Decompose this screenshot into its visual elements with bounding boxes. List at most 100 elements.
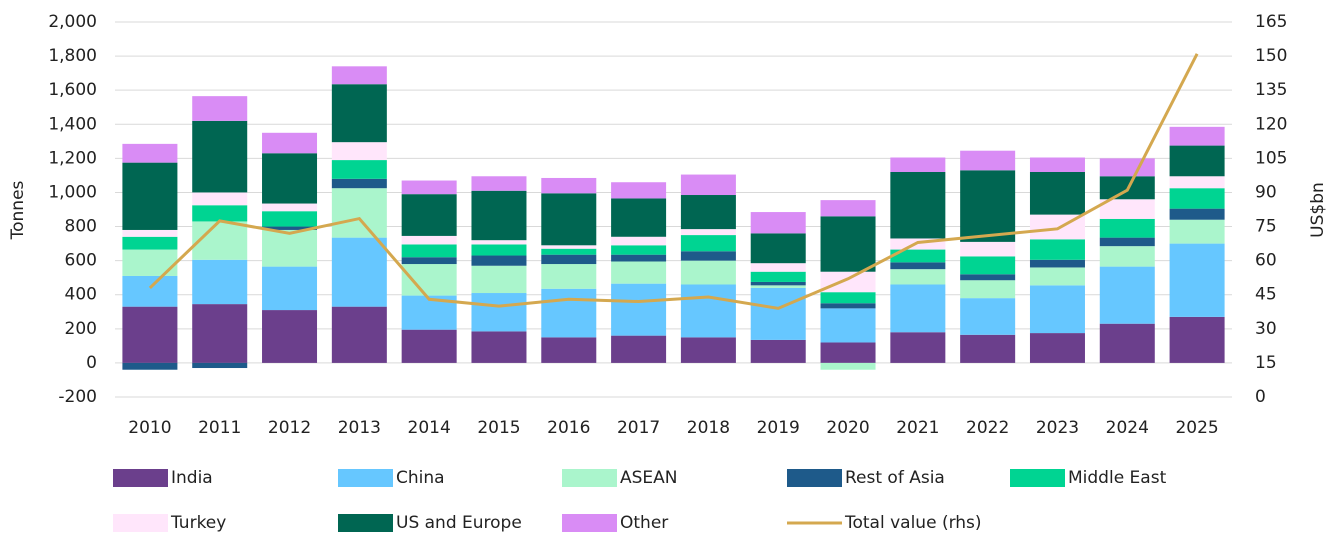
bar-segment (680, 229, 736, 236)
legend-swatch (113, 469, 168, 487)
bar-segment (1029, 157, 1085, 172)
bar-segment (680, 337, 736, 363)
bar-segment (1169, 208, 1225, 220)
bar-segment (471, 190, 527, 241)
legend-swatch (113, 514, 168, 532)
bar-segment (820, 362, 876, 370)
bar-segment (401, 235, 457, 245)
bar-segment (541, 177, 597, 194)
bar-segment (750, 263, 806, 272)
bar-segment (680, 260, 736, 285)
bar-segment (750, 339, 806, 363)
x-tick-label: 2011 (198, 418, 241, 438)
bar-segment (471, 255, 527, 266)
legend-label: Middle East (1068, 468, 1167, 488)
bar-segment (471, 293, 527, 332)
bar-segment (820, 308, 876, 343)
bar-segment (471, 265, 527, 294)
bar-segment (890, 249, 946, 263)
bar-segment (401, 180, 457, 195)
bar-segment (262, 310, 318, 363)
bar-segment (331, 84, 387, 143)
y-tick-label: 1,400 (48, 114, 97, 134)
bar-segment (680, 235, 736, 252)
bar-segment (262, 229, 318, 267)
bar-segment (611, 283, 667, 336)
y-axis-label: Tonnes (8, 180, 28, 240)
bar-segment (960, 170, 1016, 242)
bar-segment (960, 241, 1016, 257)
bar-segment (960, 256, 1016, 275)
x-tick-label: 2017 (617, 418, 660, 438)
bar-segment (541, 245, 597, 249)
line-series (148, 53, 1199, 310)
y2-axis-label: US$bn (1308, 182, 1328, 238)
bar-segment (820, 342, 876, 363)
legend-swatch (787, 469, 842, 487)
bar-segment (122, 362, 178, 370)
bar-segment (960, 298, 1016, 335)
bar-segment (820, 200, 876, 217)
bar-segment (192, 362, 248, 369)
y-tick-label: 400 (65, 285, 97, 305)
bar-segment (611, 198, 667, 237)
bar-segment (262, 211, 318, 227)
legend-swatch (562, 469, 617, 487)
bar-segment (820, 216, 876, 272)
bar-segment (611, 261, 667, 284)
legend-label: India (171, 468, 213, 488)
bar-segment (890, 157, 946, 172)
y2-tick-label: 0 (1255, 387, 1266, 407)
bar-segment (820, 271, 876, 293)
y-tick-label: 1,600 (48, 80, 97, 100)
bar-segment (750, 287, 806, 340)
bar-segment (331, 178, 387, 189)
y2-tick-label: 75 (1255, 217, 1277, 237)
bar-segment (611, 335, 667, 363)
x-tick-label: 2016 (547, 418, 590, 438)
x-tick-label: 2025 (1175, 418, 1218, 438)
bar-segment (960, 274, 1016, 281)
bar-segment (541, 254, 597, 265)
bar-segment (401, 194, 457, 236)
bar-segment (1099, 218, 1155, 238)
bar-segment (541, 193, 597, 246)
bar-segment (890, 332, 946, 363)
bar-segment (1029, 267, 1085, 286)
legend-swatch (338, 514, 393, 532)
bar-segment (1029, 259, 1085, 268)
bar-segment (541, 288, 597, 338)
y-tick-label: 1,800 (48, 46, 97, 66)
legend-swatch (562, 514, 617, 532)
bar-segment (331, 66, 387, 85)
bar-segment (541, 264, 597, 289)
y2-tick-label: 165 (1255, 12, 1287, 32)
bar-segment (1029, 333, 1085, 363)
y-tick-label: 200 (65, 319, 97, 339)
bar-segment (401, 257, 457, 265)
y-tick-label: -200 (58, 387, 97, 407)
bar-segment (192, 205, 248, 222)
x-tick-label: 2019 (757, 418, 800, 438)
bar-segment (680, 174, 736, 196)
y2-tick-label: 150 (1255, 46, 1287, 66)
bar-segment (192, 221, 248, 260)
bar-segment (1029, 239, 1085, 260)
bar-segment (750, 212, 806, 234)
legend-label: ASEAN (620, 468, 678, 488)
y-tick-label: 600 (65, 251, 97, 271)
x-tick-label: 2024 (1106, 418, 1149, 438)
bar-segment (1169, 316, 1225, 363)
x-tick-label: 2015 (477, 418, 520, 438)
legend-swatch (338, 469, 393, 487)
bar-segment (611, 182, 667, 199)
bar-segment (122, 275, 178, 307)
bar-segment (1099, 266, 1155, 324)
legend-label: China (396, 468, 445, 488)
bar-segment (471, 244, 527, 256)
bar-segment (611, 254, 667, 262)
bar-segment (680, 284, 736, 338)
bar-segment (331, 160, 387, 179)
x-tick-label: 2020 (826, 418, 869, 438)
